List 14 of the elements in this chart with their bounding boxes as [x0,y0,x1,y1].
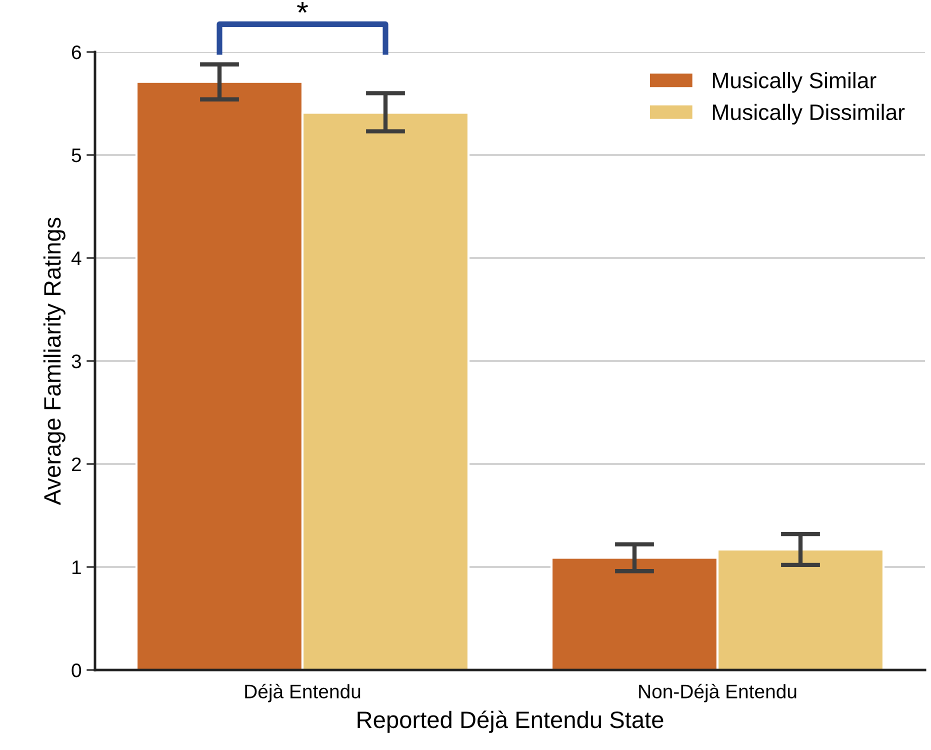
text: * [297,2,308,13]
y-tick-label: 1 [72,560,81,574]
y-tick-label: 3 [72,354,81,368]
y-tick-label: 6 [72,45,81,60]
x-tick-label: Déjà Entendu [245,684,360,702]
legend-label: Musically Similar [712,72,876,93]
y-tick-label: 5 [72,148,81,162]
y-tick-label: 2 [72,457,81,472]
x-axis-title: Reported Déjà Entendu State [358,710,664,733]
y-tick-label: 0 [72,663,82,678]
y-tick-label: 4 [71,252,82,266]
x-tick-label: Non-Déjà Entendu [639,684,796,702]
legend-label: Musically Dissimilar [712,104,905,125]
y-axis-title: Average Familiarity Ratings [43,218,66,506]
